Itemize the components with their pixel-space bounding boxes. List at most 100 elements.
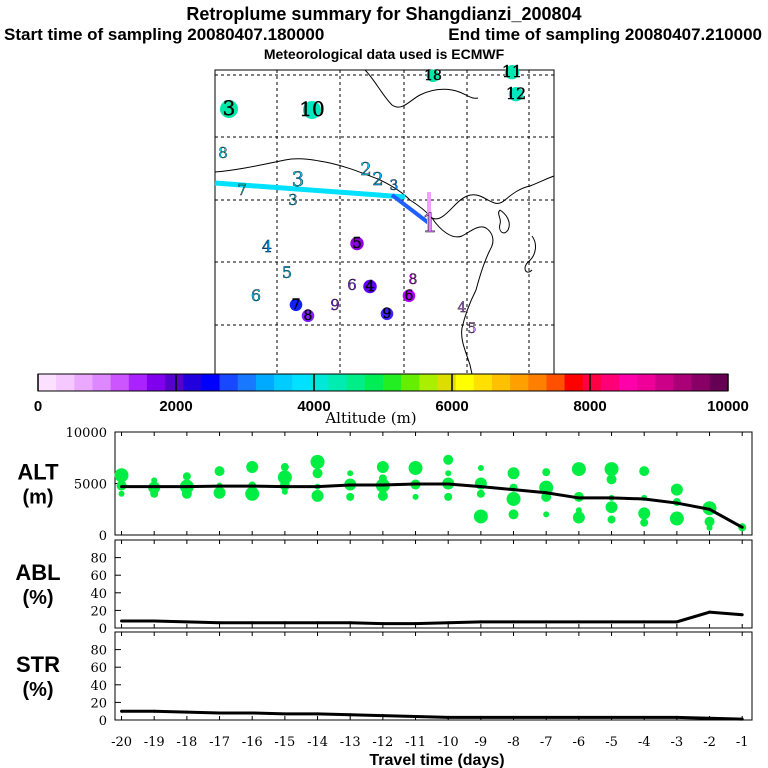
alt-scatter-point xyxy=(507,467,520,480)
figure-title: Retroplume summary for Shangdianzi_20080… xyxy=(186,4,582,24)
colorbar-cell xyxy=(564,374,584,391)
panel-abl: 80 60 40 20 0 ABL(%) xyxy=(15,539,753,637)
series-point xyxy=(283,621,287,625)
day-label-11: 4 xyxy=(262,237,273,256)
series-point xyxy=(414,482,418,486)
colorbar-cell xyxy=(619,374,638,391)
x-tick-label: -1 xyxy=(736,735,749,750)
colorbar-tick-label: 2000 xyxy=(159,398,192,415)
day-label-text: 9 xyxy=(330,296,340,314)
alt-scatter-point xyxy=(246,461,259,474)
colorbar-ticks: 0 2000 4000 6000 8000 10000 xyxy=(34,374,749,415)
day-label-14: 7 xyxy=(289,297,303,313)
colorbar-cell xyxy=(455,374,475,391)
alt-scatter-point xyxy=(640,518,649,527)
x-tick-label: -4 xyxy=(638,735,651,750)
y-tick-label: 0 xyxy=(99,714,107,729)
day-label-text: 5 xyxy=(282,263,292,282)
colorbar-cell xyxy=(510,374,529,391)
alt-scatter-point xyxy=(604,462,619,477)
series-point xyxy=(446,715,450,719)
y-tick-label: 60 xyxy=(90,569,107,584)
day-label-text: 18 xyxy=(424,68,442,84)
day-label-text: 3 xyxy=(288,191,298,209)
day-label-text: 8 xyxy=(304,308,313,324)
series-point xyxy=(610,496,614,500)
x-tick-label: -11 xyxy=(405,735,426,750)
x-tick-label: -15 xyxy=(274,735,295,750)
series-point xyxy=(152,485,156,489)
altitude-colorbar: 0 2000 4000 6000 8000 10000 Altitude (m) xyxy=(34,373,749,427)
series-point xyxy=(218,484,222,488)
day-label-text: 10 xyxy=(299,97,324,121)
day-label-13: 6 xyxy=(251,286,262,305)
day-label-dot xyxy=(301,309,315,323)
day-label-text: 8 xyxy=(218,144,228,162)
y-tick-label: 80 xyxy=(90,552,107,567)
alt-scatter-point xyxy=(311,489,324,502)
alt-scatter-point xyxy=(476,489,485,498)
alt-scatter-point xyxy=(214,466,225,477)
alt-scatter-point xyxy=(607,515,616,524)
series-point xyxy=(446,621,450,625)
colorbar-tick-label: 6000 xyxy=(435,398,468,415)
colorbar-cell xyxy=(473,374,493,391)
series-point xyxy=(642,620,646,624)
colorbar-cells xyxy=(38,374,729,391)
series-point xyxy=(414,622,418,626)
colorbar-cell xyxy=(546,374,566,391)
colorbar-cell xyxy=(346,374,366,391)
alt-scatter-point xyxy=(408,461,423,476)
map-frame xyxy=(214,69,555,375)
met-data-note: Meteorological data used is ECMWF xyxy=(263,46,505,62)
day-label-19: 5 xyxy=(350,234,364,252)
sampling-end-time: End time of sampling 20080407.210000 xyxy=(448,25,762,44)
colorbar-tick-label: 10000 xyxy=(707,398,749,415)
y-tick-label: 10000 xyxy=(66,426,107,441)
colorbar-cell xyxy=(419,374,438,391)
colorbar-cell xyxy=(237,374,257,391)
series-point xyxy=(740,613,744,617)
x-tick-label: -20 xyxy=(111,735,132,750)
colorbar-cell xyxy=(582,374,602,391)
day-label-5: 3 xyxy=(291,167,304,191)
series-point xyxy=(250,484,254,488)
colorbar-cell xyxy=(201,374,221,391)
x-tick-label: -9 xyxy=(475,735,488,750)
alt-scatter-point xyxy=(638,507,651,520)
day-label-text: 3 xyxy=(223,96,236,120)
day-label-24: 5 xyxy=(467,321,476,337)
map-coastlines xyxy=(214,69,555,375)
alt-scatter-point xyxy=(346,492,355,501)
alt-scatter-point xyxy=(575,507,582,514)
day-label-23: 4 xyxy=(457,300,466,316)
alt-scatter-point xyxy=(277,470,292,485)
day-label-25: 18 xyxy=(424,68,442,84)
day-label-text: 6 xyxy=(347,276,357,294)
series-point xyxy=(512,620,516,624)
colorbar-cell xyxy=(255,374,275,391)
day-label-text: 3 xyxy=(390,178,399,194)
day-label-15: 8 xyxy=(301,308,315,324)
alt-scatter-point xyxy=(245,486,260,501)
map-grid xyxy=(215,70,554,374)
series-point xyxy=(218,621,222,625)
colorbar-cell xyxy=(110,374,130,391)
x-tick-label: -7 xyxy=(540,735,553,750)
x-tick-label: -19 xyxy=(144,735,165,750)
panel-frame xyxy=(114,631,753,721)
y-tick-label: 0 xyxy=(99,622,107,637)
series-point xyxy=(577,496,581,500)
alt-scatter-point xyxy=(606,474,617,485)
alt-scatter-point xyxy=(412,493,419,500)
day-label-dot xyxy=(380,307,394,321)
series-point xyxy=(642,497,646,501)
colorbar-cell xyxy=(128,374,148,391)
x-tick-label: -10 xyxy=(438,735,459,750)
day-label-text: 4 xyxy=(365,277,375,295)
colorbar-cell xyxy=(292,374,311,391)
day-label-dot xyxy=(350,236,364,251)
series-point xyxy=(185,620,189,624)
alt-scatter-point xyxy=(543,511,550,518)
series-line-alt xyxy=(121,482,743,529)
